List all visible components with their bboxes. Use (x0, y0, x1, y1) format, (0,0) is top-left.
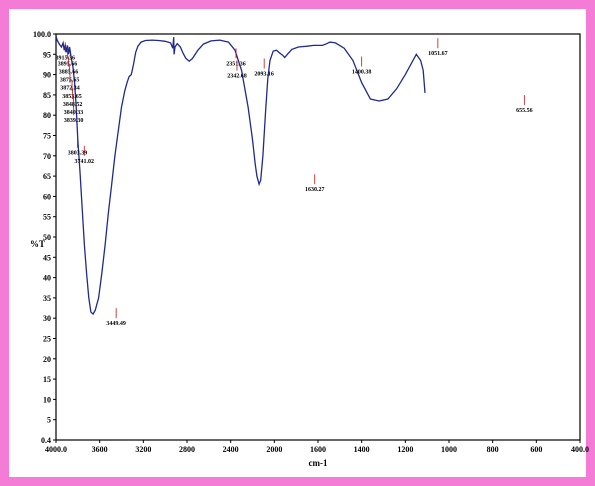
peak-label: 3885.66 (59, 69, 79, 75)
x-tick-label: 1600 (310, 445, 326, 454)
y-tick-label: 80 (43, 111, 51, 120)
x-tick-label: 3200 (135, 445, 151, 454)
x-axis-label: cm-1 (309, 458, 328, 468)
peak-label: 3853.65 (62, 94, 82, 100)
y-tick-label: 10 (43, 395, 51, 404)
y-tick-label: 75 (43, 132, 51, 141)
x-tick-label: 400.0 (571, 445, 589, 454)
x-tick-label: 600 (530, 445, 542, 454)
peak-label: 1400.38 (352, 69, 372, 75)
peak-label: 3839.30 (64, 118, 84, 124)
x-tick-label: 1000 (441, 445, 457, 454)
peak-label: 3449.49 (106, 321, 126, 327)
y-tick-label: 70 (43, 152, 51, 161)
y-tick-label: 60 (43, 192, 51, 201)
peak-label: 3872.34 (60, 86, 80, 92)
y-tick-label: 5 (47, 416, 51, 425)
y-tick-label: 25 (43, 335, 51, 344)
y-tick-label: 95 (43, 50, 51, 59)
peak-label: 2351.36 (226, 61, 246, 67)
y-tick-label: 45 (43, 253, 51, 262)
x-tick-label: 2400 (223, 445, 239, 454)
peak-label: 1051.67 (428, 51, 448, 57)
x-tick-label: 4000.0 (45, 445, 67, 454)
spectrum-line (55, 35, 426, 316)
y-tick-label: 0.4 (41, 436, 51, 445)
x-tick-label: 2800 (179, 445, 195, 454)
y-tick-label: 90 (43, 71, 51, 80)
y-tick-label: 100.0 (33, 30, 51, 39)
y-tick-label: 85 (43, 91, 51, 100)
x-tick-label: 3600 (92, 445, 108, 454)
y-axis-label: %T (30, 239, 45, 249)
y-tick-label: 35 (43, 294, 51, 303)
peak-label: 655.56 (516, 108, 533, 114)
y-tick-label: 55 (43, 213, 51, 222)
x-tick-label: 800 (487, 445, 499, 454)
peak-label: 3803.39 (68, 151, 88, 157)
peak-label: 1630.27 (305, 187, 325, 193)
y-tick-label: 20 (43, 355, 51, 364)
y-tick-label: 65 (43, 172, 51, 181)
peak-label: 2342.68 (227, 74, 247, 80)
plot-area-border (55, 33, 581, 441)
y-tick-label: 50 (43, 233, 51, 242)
peak-label: 3895.66 (58, 61, 78, 67)
x-tick-label: 1400 (354, 445, 370, 454)
y-tick-label: 40 (43, 274, 51, 283)
y-tick-label: 15 (43, 375, 51, 384)
y-tick-label: 30 (43, 314, 51, 323)
peak-label: 3741.02 (75, 159, 95, 165)
peak-label: 2093.16 (254, 72, 274, 78)
peak-label: 3915.36 (56, 55, 76, 61)
x-tick-label: 1200 (397, 445, 413, 454)
x-tick-label: 2000 (266, 445, 282, 454)
peak-label: 3848.52 (63, 102, 83, 108)
